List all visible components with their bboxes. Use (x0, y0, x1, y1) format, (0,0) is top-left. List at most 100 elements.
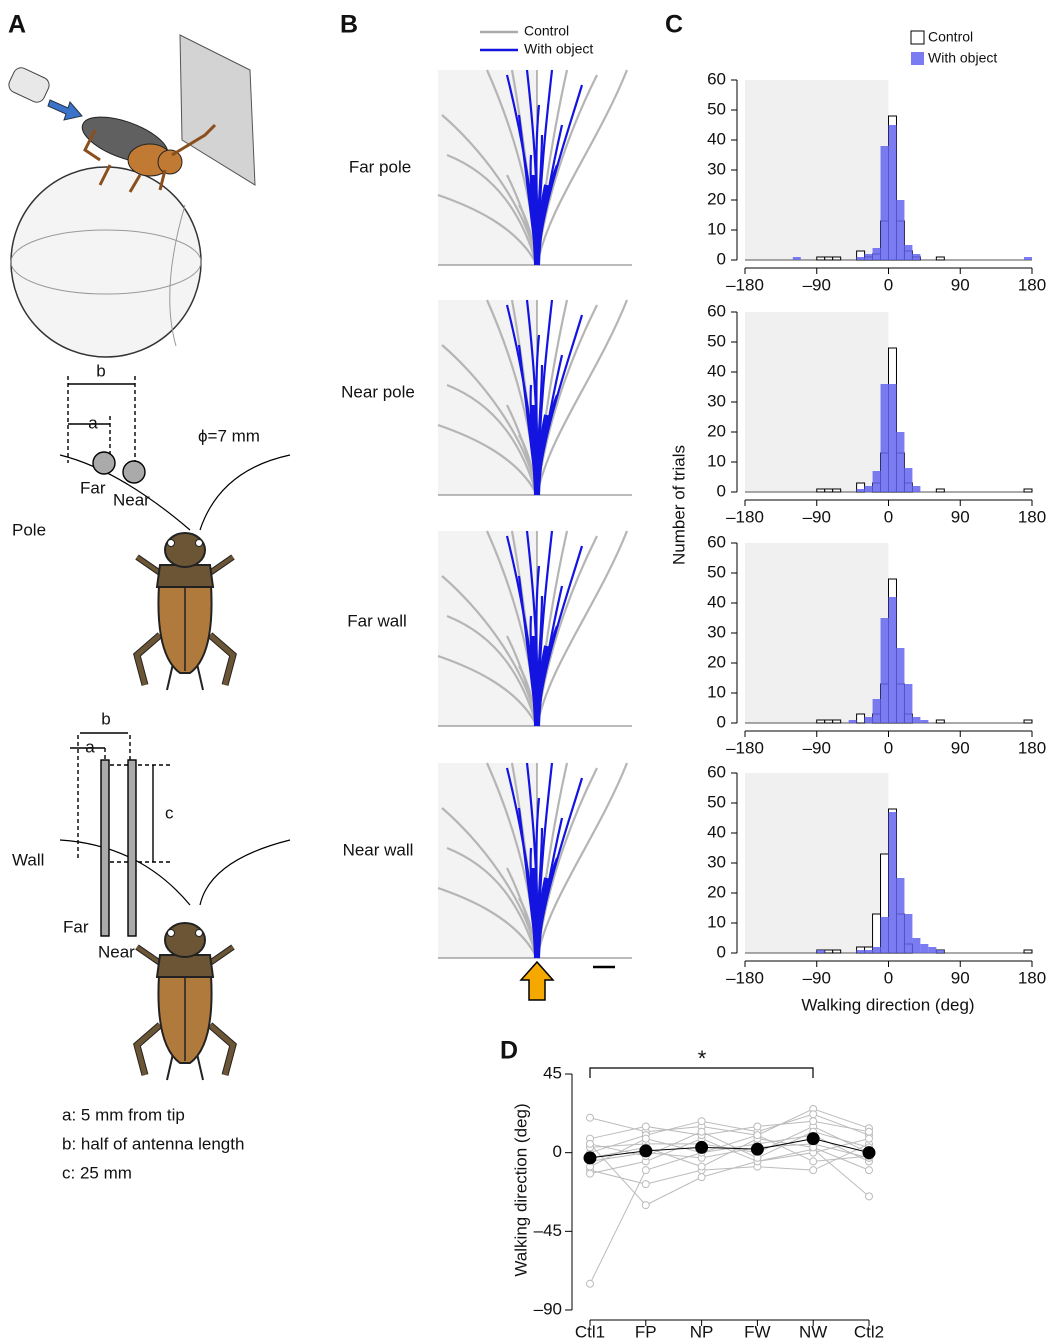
y-tick-label: 10 (707, 912, 726, 931)
y-axis-label: Number of trials (669, 445, 688, 565)
setup-illustration (8, 34, 256, 358)
histogram-bar (1023, 488, 1033, 493)
x-tick-label: 90 (951, 968, 970, 987)
diameter-label: ϕ=7 mm (198, 426, 260, 445)
series-point (697, 1173, 706, 1182)
series-point (697, 1117, 706, 1126)
series-point (641, 1134, 650, 1143)
histogram-bar (888, 384, 897, 492)
pole-diagram (59, 376, 291, 531)
panel-label: D (500, 1037, 518, 1065)
series-point (639, 1144, 653, 1158)
histogram-bar (1023, 949, 1033, 954)
histogram-bar (912, 938, 921, 953)
histogram-bar (912, 717, 921, 723)
y-tick-label: 10 (707, 451, 726, 470)
y-tick-label: 45 (543, 1063, 562, 1082)
y-tick-label: 50 (707, 562, 726, 581)
x-tick-label: 0 (884, 738, 893, 757)
series-point (865, 1192, 873, 1201)
histogram-bar (824, 488, 834, 493)
histogram-bar (1023, 719, 1033, 724)
series-point (586, 1169, 594, 1178)
y-tick-label: 40 (707, 592, 726, 611)
histogram-bar (792, 257, 801, 260)
x-tick-label: –180 (726, 738, 764, 757)
histogram-bar (832, 488, 842, 493)
x-tick-label: –90 (803, 275, 831, 294)
histogram-bar (896, 432, 905, 492)
cricket (137, 923, 233, 1080)
histogram-bar (888, 812, 897, 953)
x-tick-label: –90 (803, 507, 831, 526)
legend-label: Control (928, 29, 973, 45)
series-point (586, 1139, 594, 1148)
y-tick-label: 50 (707, 792, 726, 811)
dim-label: a (85, 737, 95, 756)
row-label: Far pole (349, 157, 411, 176)
histogram-bar (872, 947, 881, 953)
histogram-bar (864, 717, 873, 723)
series-point (865, 1134, 873, 1143)
histogram-bar (832, 719, 842, 724)
x-tick-label: –180 (726, 507, 764, 526)
x-axis-label: Walking direction (deg) (801, 995, 974, 1014)
series-line (589, 1143, 870, 1185)
histogram-bar (864, 486, 873, 492)
histogram-bar (856, 950, 865, 953)
histogram-bar (880, 618, 889, 723)
panel-label: C (665, 11, 683, 39)
x-tick-label: 90 (951, 507, 970, 526)
series-point (753, 1131, 762, 1140)
histogram-bar (896, 200, 905, 260)
series-point (583, 1151, 597, 1165)
series-point (865, 1166, 873, 1175)
y-tick-label: 60 (707, 762, 726, 781)
dim-label: b (101, 709, 110, 728)
series-line (589, 1143, 870, 1206)
y-tick-label: 50 (707, 331, 726, 350)
y-tick-label: 10 (707, 219, 726, 238)
histogram-bar (864, 254, 873, 260)
row-label: Near pole (341, 382, 415, 401)
trajectories (438, 763, 632, 958)
histogram-bar (896, 878, 905, 953)
legend-swatch (910, 30, 925, 45)
dim-label: a (88, 413, 98, 432)
trajectories (438, 70, 632, 265)
histogram-bar (896, 648, 905, 723)
x-tick-label: –180 (726, 968, 764, 987)
series-point (641, 1122, 650, 1131)
row-label: Near wall (343, 840, 414, 859)
histogram-bar (888, 125, 897, 260)
y-tick-label: 20 (707, 189, 726, 208)
histogram-bar (912, 486, 921, 492)
y-tick-label: 20 (707, 882, 726, 901)
panel-label: A (8, 11, 26, 39)
series-point (862, 1146, 876, 1160)
y-tick-label: 60 (707, 69, 726, 88)
x-tick-label: –90 (803, 968, 831, 987)
series-point (697, 1162, 706, 1171)
histogram-bar (856, 257, 865, 260)
histogram-bar (904, 245, 913, 260)
series-line (589, 1138, 870, 1171)
panel-label: B (340, 11, 358, 39)
series-point (809, 1117, 818, 1126)
x-tick-label: NW (799, 1322, 827, 1341)
series-point (750, 1142, 764, 1156)
y-tick-label: 30 (707, 391, 726, 410)
histogram-bar (920, 720, 929, 723)
note: c: 25 mm (62, 1163, 132, 1182)
histogram-bar (872, 471, 881, 492)
histogram-bar (832, 256, 842, 261)
y-tick-label: 20 (707, 652, 726, 671)
x-tick-label: 180 (1018, 738, 1046, 757)
histogram-bar (864, 950, 873, 953)
legend-label: Control (524, 23, 569, 39)
y-tick-label: 0 (717, 249, 726, 268)
y-axis-label: Walking direction (deg) (511, 1103, 530, 1276)
series-line (589, 1138, 870, 1175)
shaded-region (745, 543, 889, 723)
